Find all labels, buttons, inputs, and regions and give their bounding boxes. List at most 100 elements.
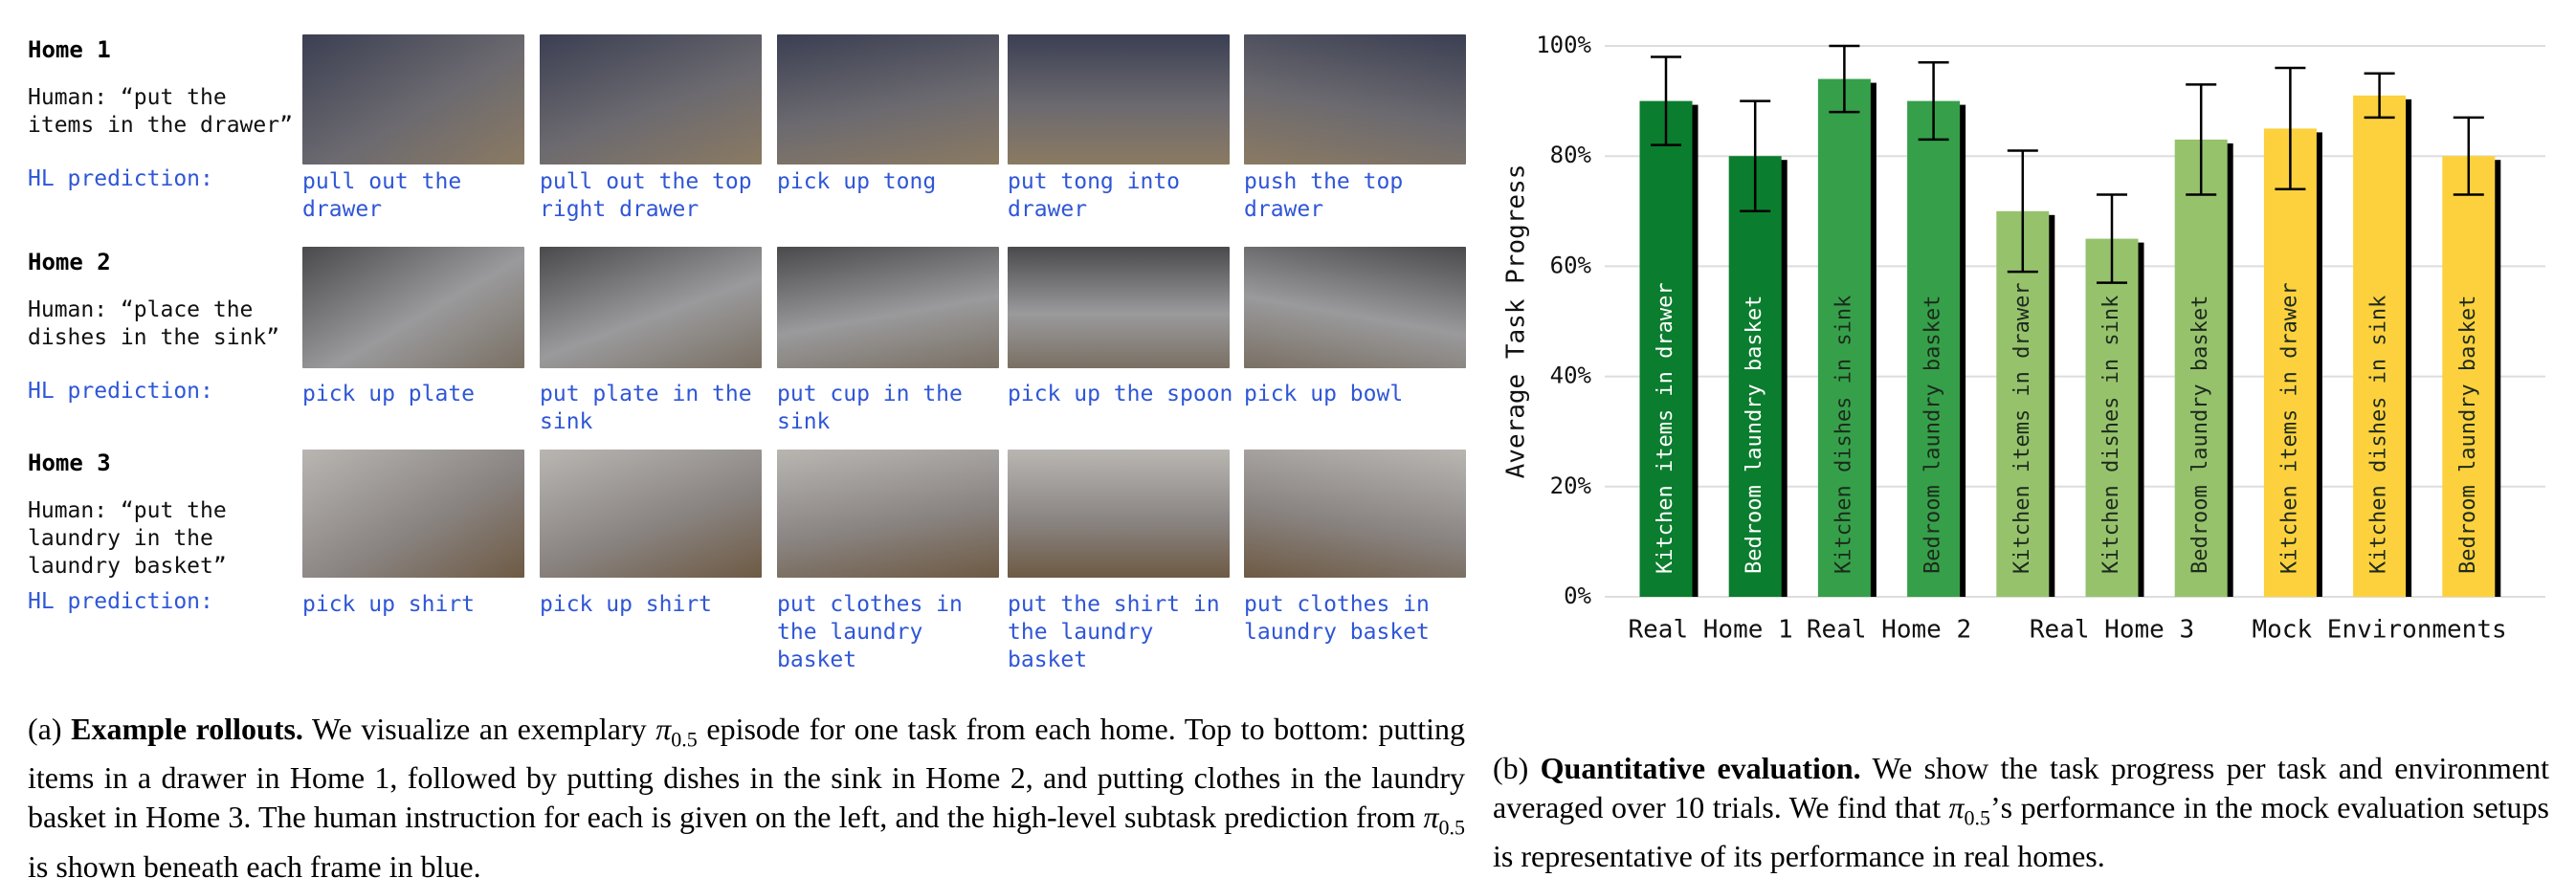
y-tick-label: 100% [1536,32,1591,58]
subtask-prediction: pick up shirt [302,592,476,617]
math-base: π [1423,800,1439,835]
bar [1817,78,1871,597]
home-title: Home 2 [28,249,111,275]
frame-photo [540,247,762,368]
subtask-prediction: put clothes in [777,592,963,617]
human-instruction: Human: “place the [28,297,254,322]
bar [2174,139,2228,598]
subtask-prediction: pick up shirt [540,592,713,617]
math-symbol: π0.5 [1948,790,1990,829]
math-sub: 0.5 [1438,815,1466,840]
bar-shadow [1913,104,1966,598]
subtask-prediction: sink [540,409,593,434]
subtask-prediction: right drawer [540,197,700,222]
bar-label: Kitchen items in drawer [1654,282,1677,574]
frame-photo [1244,247,1466,368]
frame-photo [1244,34,1466,165]
bar-label: Bedroom laundry basket [1921,296,1945,574]
subtask-prediction: put the shirt in [1008,592,1220,617]
caption-heading: Quantitative evaluation. [1540,751,1861,785]
bar [1728,156,1782,597]
human-instruction: items in the drawer” [28,113,293,138]
human-instruction: dishes in the sink” [28,325,280,350]
caption-text: is shown beneath each frame in blue. [28,848,481,878]
y-tick-label: 80% [1550,142,1592,168]
math-sub: 0.5 [1964,805,1991,830]
math-sub: 0.5 [671,727,698,752]
math-symbol: π0.5 [1423,800,1465,839]
subtask-prediction: pick up the spoon [1008,382,1233,406]
frame-photo [1008,247,1230,368]
subtask-prediction: put cup in the [777,382,963,406]
caption-text: ’s performance in the mock evaluation se… [1493,790,2550,874]
frame-photo [777,450,999,578]
caption: (b) Quantitative evaluation. We show the… [1493,749,2549,876]
subtask-prediction: laundry basket [1244,620,1430,645]
group-label: Mock Environments [2253,616,2507,645]
bar-label: Kitchen dishes in sink [1832,296,1855,574]
human-instruction: laundry in the [28,526,213,551]
group-label: Real Home 3 [2030,616,2194,645]
caption-label: (b) [1493,751,1529,785]
bar-shadow [2180,143,2233,598]
frame-photo [302,34,524,165]
bar-shadow [2448,160,2501,597]
frame-photo [540,450,762,578]
math-base: π [655,712,672,746]
subtask-prediction: pull out the [302,169,462,194]
subtask-prediction: push the top [1244,169,1404,194]
y-tick-label: 20% [1550,472,1592,499]
bar-label: Kitchen items in drawer [2010,282,2034,574]
frame-photo [302,247,524,368]
y-axis-label: Average Task Progress [1502,165,1531,479]
subtask-prediction: pick up tong [777,169,937,194]
human-instruction: laundry basket” [28,554,227,579]
hl-label: HL prediction: [28,166,213,191]
bar [2442,156,2496,597]
subtask-prediction: basket [777,648,857,672]
bar-shadow [2359,99,2412,598]
subtask-prediction: basket [1008,648,1088,672]
human-instruction: Human: “put the [28,85,227,110]
subtask-prediction: the laundry [1008,620,1154,645]
math-base: π [1948,790,1965,824]
bar-label: Bedroom laundry basket [2456,296,2480,574]
bar-shadow [1823,82,1876,597]
subtask-prediction: pull out the top [540,169,752,194]
caption-heading: Example rollouts. [71,712,303,746]
bar-label: Bedroom laundry basket [1743,296,1766,574]
frame-photo [302,450,524,578]
caption-label: (a) [28,712,62,746]
bar-shadow [1734,160,1788,597]
bar [2353,95,2407,598]
y-tick-label: 40% [1550,362,1592,389]
hl-label: HL prediction: [28,379,213,404]
caption-text: We visualize an exemplary [311,712,656,746]
group-label: Real Home 1 [1629,616,1793,645]
caption-text: episode for one task from each home. Top… [28,712,1466,835]
y-tick-label: 60% [1550,252,1592,278]
subtask-prediction: pick up plate [302,382,476,406]
subtask-prediction: drawer [1244,197,1324,222]
bar-shadow [2002,214,2055,598]
caption-text: We show the task progress per task and e… [1493,751,2549,824]
bar-shadow [2269,132,2322,597]
home-title: Home 1 [28,36,111,63]
bar-label: Kitchen dishes in sink [2367,296,2391,574]
y-tick-label: 0% [1564,582,1591,609]
frame-photo [540,34,762,165]
bar-label: Kitchen items in drawer [2277,282,2301,574]
human-instruction: Human: “put the [28,498,227,523]
frame-photo [777,34,999,165]
subtask-prediction: put plate in the [540,382,752,406]
bar-label: Bedroom laundry basket [2188,296,2212,574]
bar [2085,238,2139,597]
bar [2263,128,2317,597]
subtask-prediction: pick up bowl [1244,382,1404,406]
frame-photo [777,247,999,368]
bar [1996,210,2050,598]
frame-photo [1008,450,1230,578]
bar-shadow [1645,104,1699,598]
subtask-prediction: sink [777,409,831,434]
